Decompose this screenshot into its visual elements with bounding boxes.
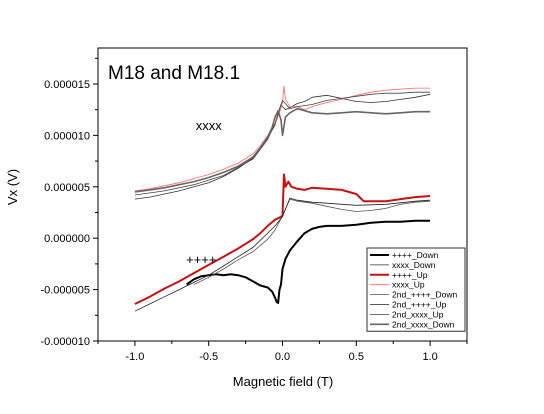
legend-box <box>366 247 466 332</box>
y-tick-label: 0.000015 <box>44 79 90 91</box>
series-line <box>134 91 431 196</box>
legend-label: 2nd_++++_Up <box>392 300 447 310</box>
legend: ++++_Downxxxx_Down++++_Upxxxx_Up2nd_++++… <box>366 247 466 332</box>
y-tick-label: 0.000000 <box>44 233 90 245</box>
plot-area <box>134 85 431 312</box>
annotation-label: xxxx <box>196 118 223 133</box>
y-tick-label: -0.000005 <box>40 285 90 297</box>
series-line <box>134 173 431 305</box>
y-axis-label: Vx (V) <box>5 169 20 205</box>
y-tick-label: 0.000005 <box>44 182 90 194</box>
chart-title: M18 and M18.1 <box>108 63 240 84</box>
series-line <box>193 198 431 285</box>
x-tick-label: -1.0 <box>125 351 144 363</box>
x-tick-label: 0.5 <box>349 351 364 363</box>
series-line <box>134 85 431 192</box>
annotation-label: ++++ <box>186 252 216 267</box>
legend-label: 2nd_++++_Down <box>392 290 457 300</box>
annotations: xxxx ++++ <box>186 118 222 267</box>
x-tick-label: 1.0 <box>422 351 437 363</box>
legend-label: 2nd_xxxx_Up <box>392 309 444 319</box>
y-axis: -0.000010 -0.000005 0.000000 0.000005 0.0000… <box>40 57 98 348</box>
series-line <box>134 107 431 193</box>
x-axis-label: Magnetic field (T) <box>233 374 333 389</box>
x-tick-label: 0.0 <box>275 351 290 363</box>
x-tick-label: -0.5 <box>199 351 218 363</box>
legend-label: xxxx_Down <box>392 260 436 270</box>
series-line <box>186 219 431 304</box>
y-tick-label: 0.000010 <box>44 130 90 142</box>
legend-label: 2nd_xxxx_Down <box>392 319 455 329</box>
legend-label: xxxx_Up <box>392 280 425 290</box>
legend-label: ++++_Down <box>392 250 439 260</box>
series-line <box>134 197 431 312</box>
y-tick-label: -0.000010 <box>40 336 90 348</box>
legend-label: ++++_Up <box>392 270 428 280</box>
